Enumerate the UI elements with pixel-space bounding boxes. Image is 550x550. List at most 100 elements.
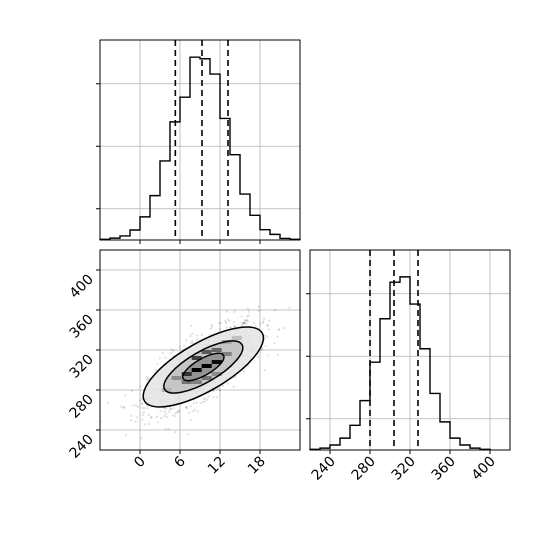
scatter-point <box>147 422 151 426</box>
density-cell <box>201 364 212 368</box>
scatter-point <box>177 409 180 413</box>
scatter-point <box>199 402 202 405</box>
density-cell <box>221 352 232 356</box>
density-cell <box>161 388 172 392</box>
scatter-point <box>175 411 179 414</box>
scatter-point <box>139 385 142 388</box>
scatter-point <box>122 406 125 409</box>
scatter-point <box>140 397 144 401</box>
scatter-point <box>240 324 244 327</box>
scatter-point <box>163 410 166 413</box>
scatter-point <box>234 376 237 379</box>
density-cell <box>181 380 192 384</box>
scatter-point <box>246 320 250 323</box>
scatter-point <box>130 414 133 417</box>
density-cell <box>231 336 242 340</box>
scatter-point <box>218 389 221 392</box>
scatter-point <box>256 356 259 359</box>
scatter-point <box>145 376 148 379</box>
scatter-point <box>189 405 192 408</box>
scatter-point <box>266 335 269 338</box>
scatter-point <box>244 319 248 322</box>
scatter-point <box>261 321 264 324</box>
x-tick-label: 240 <box>309 454 339 484</box>
scatter-point <box>140 402 143 405</box>
scatter-point <box>138 399 142 402</box>
scatter-point <box>283 327 286 330</box>
histogram-step-line <box>309 276 491 451</box>
scatter-point <box>254 325 257 328</box>
scatter-panel: 0 6 12 18 240 280 320 360 400 <box>67 249 301 478</box>
scatter-point <box>197 410 200 413</box>
scatter-point <box>245 322 248 325</box>
scatter-point <box>211 390 215 393</box>
scatter-point <box>224 320 227 323</box>
scatter-point <box>245 319 249 322</box>
scatter-point <box>156 363 159 366</box>
scatter-point <box>165 415 169 419</box>
scatter-point <box>131 404 135 407</box>
density-cell <box>211 372 222 376</box>
density-cell <box>191 380 202 384</box>
scatter-point <box>242 370 245 373</box>
y-tick-label: 280 <box>67 392 97 422</box>
scatter-point <box>170 348 173 351</box>
scatter-point <box>147 376 150 379</box>
scatter-point <box>240 315 243 318</box>
scatter-point <box>191 410 194 413</box>
scatter-point <box>225 326 228 329</box>
scatter-point <box>216 396 219 399</box>
scatter-point <box>206 398 209 401</box>
scatter-point <box>264 345 267 348</box>
scatter-point <box>240 322 244 325</box>
scatter-point <box>129 419 133 422</box>
scatter-point <box>146 407 149 410</box>
scatter-point <box>191 339 194 342</box>
axes-frame <box>99 39 301 241</box>
density-cell <box>211 360 222 364</box>
scatter-point <box>226 318 229 321</box>
scatter-point <box>143 423 146 426</box>
scatter-point <box>134 420 137 423</box>
scatter-point <box>164 356 167 359</box>
x-tick-label: 18 <box>245 454 269 478</box>
scatter-point <box>120 405 123 408</box>
x-tick-label: 320 <box>389 454 419 484</box>
scatter-point <box>277 328 280 332</box>
scatter-point <box>200 333 203 336</box>
scatter-point <box>266 324 269 327</box>
scatter-point <box>264 334 267 337</box>
density-cell <box>181 372 192 376</box>
scatter-point <box>226 382 230 385</box>
scatter-point <box>252 321 255 324</box>
x-tick-label: 360 <box>429 454 459 484</box>
scatter-point <box>195 334 198 337</box>
scatter-point <box>210 325 214 328</box>
scatter-point <box>136 405 140 408</box>
scatter-point <box>203 397 206 400</box>
scatter-point <box>207 395 210 398</box>
x-tick-label: 280 <box>349 454 379 484</box>
scatter-point <box>147 413 150 417</box>
scatter-point <box>202 400 205 403</box>
scatter-point <box>185 339 188 342</box>
scatter-point <box>204 397 207 400</box>
scatter-point <box>141 418 144 421</box>
scatter-point <box>258 309 261 312</box>
scatter-point <box>261 347 264 350</box>
y-tick-label: 400 <box>67 272 97 302</box>
scatter-point <box>278 328 281 331</box>
scatter-point <box>260 348 264 351</box>
scatter-point <box>147 378 150 381</box>
scatter-point <box>174 415 177 418</box>
scatter-point <box>266 323 269 327</box>
scatter-point <box>145 404 149 407</box>
density-cell <box>211 348 222 352</box>
scatter-point <box>185 406 188 409</box>
scatter-point <box>161 352 164 355</box>
scatter-point <box>232 321 235 324</box>
density-cell <box>171 376 182 380</box>
x-tick-label: 400 <box>469 454 499 484</box>
scatter-point <box>124 394 127 397</box>
histogram-y-panel: 240 280 320 360 400 <box>306 249 511 484</box>
